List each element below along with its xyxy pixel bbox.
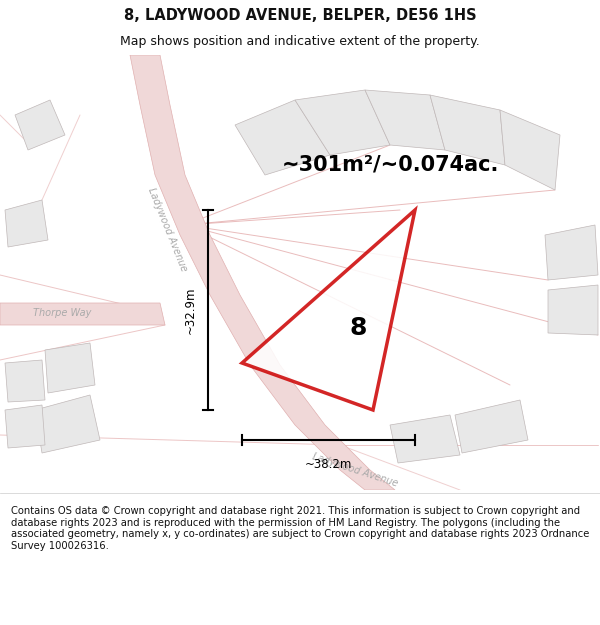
Polygon shape <box>430 95 505 165</box>
Text: ~301m²/~0.074ac.: ~301m²/~0.074ac. <box>281 155 499 175</box>
Text: Map shows position and indicative extent of the property.: Map shows position and indicative extent… <box>120 35 480 48</box>
Polygon shape <box>295 90 390 155</box>
Text: ~38.2m: ~38.2m <box>305 458 352 471</box>
Text: 8: 8 <box>350 316 367 339</box>
Polygon shape <box>35 395 100 453</box>
Polygon shape <box>130 55 395 490</box>
Text: ~32.9m: ~32.9m <box>184 286 197 334</box>
Text: Thorpe Way: Thorpe Way <box>33 308 91 318</box>
Polygon shape <box>365 90 445 150</box>
Polygon shape <box>545 225 598 280</box>
Polygon shape <box>242 210 415 410</box>
Polygon shape <box>5 360 45 402</box>
Polygon shape <box>15 100 65 150</box>
Polygon shape <box>455 400 528 453</box>
Text: Ladywood Avenue: Ladywood Avenue <box>146 187 188 273</box>
Polygon shape <box>45 343 95 393</box>
Polygon shape <box>548 285 598 335</box>
Text: 8, LADYWOOD AVENUE, BELPER, DE56 1HS: 8, LADYWOOD AVENUE, BELPER, DE56 1HS <box>124 8 476 23</box>
Polygon shape <box>235 100 330 175</box>
Text: Contains OS data © Crown copyright and database right 2021. This information is : Contains OS data © Crown copyright and d… <box>11 506 589 551</box>
Polygon shape <box>390 415 460 463</box>
Polygon shape <box>500 110 560 190</box>
Text: Ladywood Avenue: Ladywood Avenue <box>311 451 399 489</box>
Polygon shape <box>5 405 45 448</box>
Polygon shape <box>5 200 48 247</box>
Polygon shape <box>0 303 165 325</box>
